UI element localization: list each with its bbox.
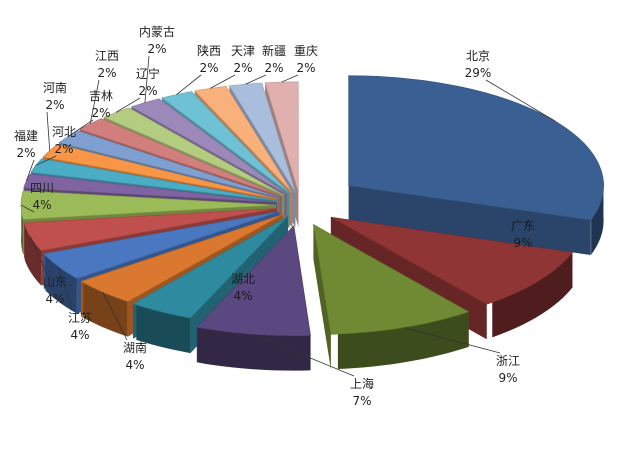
slice-label-18: 新疆	[262, 43, 286, 58]
slice-value-5: 4%	[125, 358, 144, 372]
slice-value-3: 7%	[352, 394, 371, 408]
slice-label-15: 内蒙古	[139, 24, 175, 39]
pie-slice-top-湖北	[132, 216, 289, 319]
slice-value-14: 2%	[138, 84, 157, 98]
slice-value-17: 2%	[233, 61, 252, 75]
slice-value-18: 2%	[264, 61, 283, 75]
slice-label-11: 河南	[43, 80, 67, 95]
slice-label-12: 吉林	[89, 89, 113, 103]
pie-slice-wall	[136, 304, 191, 354]
slice-value-7: 4%	[45, 292, 64, 306]
leader-line-8	[20, 204, 35, 213]
pie-slice-wall	[24, 224, 42, 286]
pie-slice-wall	[197, 327, 311, 371]
leader-line-3	[252, 333, 355, 377]
pie-slices	[20, 75, 604, 371]
slice-value-9: 2%	[16, 146, 35, 160]
leader-line-19	[281, 74, 299, 83]
pie-slice-3	[196, 224, 311, 371]
slice-value-15: 2%	[147, 42, 166, 56]
leader-line-5	[102, 291, 128, 341]
pie-slice-wall	[492, 252, 573, 338]
slice-value-4: 4%	[233, 289, 252, 303]
pie-slice-top-新疆	[228, 82, 296, 193]
leader-line-16	[176, 74, 202, 95]
pie-slice-wall	[83, 282, 128, 337]
pie-slice-wall	[45, 255, 77, 314]
leader-line-17	[210, 74, 236, 89]
slice-value-10: 2%	[54, 142, 73, 156]
slice-label-9: 福建	[14, 128, 38, 143]
slice-value-0: 29%	[465, 66, 492, 80]
pie-slice-side	[348, 185, 591, 256]
slice-value-8: 4%	[32, 198, 51, 212]
pie-slice-top-浙江	[313, 223, 470, 335]
slice-label-0: 北京	[466, 49, 490, 63]
slice-label-5: 湖南	[123, 340, 147, 355]
pie-slice-top-福建	[23, 173, 277, 203]
leader-line-13	[89, 79, 100, 124]
pie-slice-top-上海	[196, 224, 311, 336]
pie-slice-0	[348, 75, 604, 256]
slice-label-6: 江苏	[68, 311, 92, 325]
leader-line-7	[30, 236, 48, 275]
pie-labels: 北京 29% 广东 9% 浙江 9% 上海 7% 湖北 4% 湖南 4% 江苏 4% 山东 4% 四川 4% 福建 2…	[14, 24, 556, 408]
slice-label-13: 江西	[95, 49, 119, 63]
pie-slice-top-广东	[330, 216, 573, 305]
leader-line-2	[403, 327, 501, 354]
slice-value-6: 4%	[70, 328, 89, 342]
slice-label-3: 上海	[350, 376, 374, 391]
leader-line-15	[144, 55, 150, 103]
slice-value-2: 9%	[498, 371, 517, 385]
slice-label-2: 浙江	[496, 354, 520, 368]
leader-line-10	[35, 155, 57, 166]
slice-label-16: 陕西	[197, 43, 221, 58]
pie-slice-top-辽宁	[103, 107, 285, 196]
slice-value-13: 2%	[97, 66, 116, 80]
slice-label-7: 山东	[43, 275, 67, 289]
slice-label-1: 广东	[511, 219, 535, 233]
leader-line-11	[46, 111, 51, 151]
leader-line-14	[115, 97, 141, 113]
slice-label-8: 四川	[30, 181, 54, 195]
slice-value-19: 2%	[296, 61, 315, 75]
leader-line-12	[67, 119, 94, 137]
pie-slice-2	[313, 223, 470, 370]
pie-slice-wall	[591, 181, 604, 255]
slice-label-10: 河北	[52, 125, 76, 139]
slice-label-14: 辽宁	[136, 66, 160, 81]
leader-line-6	[58, 266, 73, 311]
slice-label-19: 重庆	[294, 44, 318, 58]
pie-slice-wall	[337, 311, 469, 370]
slice-label-17: 天津	[231, 44, 255, 58]
slice-value-1: 9%	[513, 236, 532, 250]
pie-slice-side	[313, 224, 331, 370]
leader-line-0	[485, 79, 556, 122]
leader-line-18	[245, 74, 267, 85]
slice-label-4: 湖北	[231, 271, 255, 286]
slice-value-16: 2%	[199, 61, 218, 75]
leader-line-9	[25, 159, 35, 182]
slice-value-12: 2%	[91, 106, 110, 120]
slice-value-11: 2%	[45, 98, 64, 112]
